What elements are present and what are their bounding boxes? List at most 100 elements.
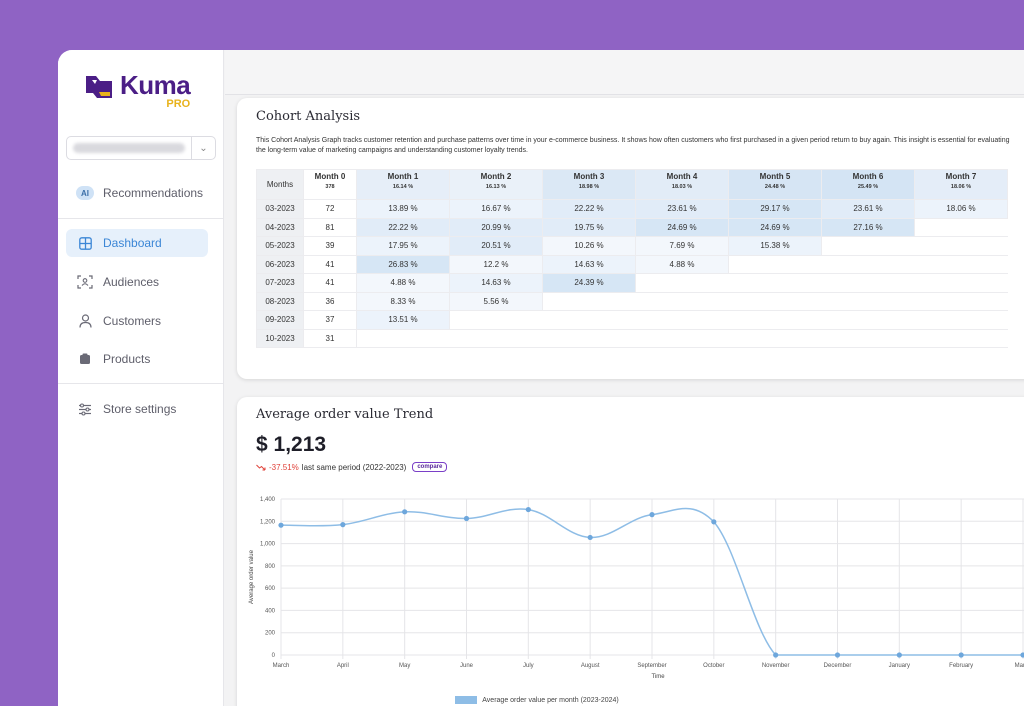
table-row: 03-2023 72 13.89 % 16.67 % 22.22 % 23.61 % 29.… bbox=[256, 199, 1008, 219]
sidebar-item-products[interactable]: Products bbox=[66, 345, 208, 373]
cohort-size-cell: 72 bbox=[303, 199, 357, 219]
cohort-size-cell: 31 bbox=[303, 328, 357, 348]
store-select[interactable]: ⌄ bbox=[66, 136, 216, 160]
cohort-retention-cell: 10.26 % bbox=[542, 236, 636, 256]
data-point bbox=[587, 534, 593, 541]
cohort-empty-cell bbox=[728, 328, 822, 348]
cohort-retention-cell: 24.69 % bbox=[635, 217, 729, 237]
data-point bbox=[463, 515, 470, 522]
data-point bbox=[711, 519, 717, 525]
cohort-header-label: Month 1 bbox=[387, 172, 419, 181]
cohort-header-label: Months bbox=[266, 180, 294, 189]
cohort-retention-cell: 26.83 % bbox=[356, 254, 450, 274]
y-tick-label: 1,000 bbox=[260, 542, 276, 548]
cohort-empty-cell bbox=[914, 273, 1008, 293]
cohort-empty-cell bbox=[728, 273, 822, 293]
cohort-empty-cell bbox=[542, 328, 636, 348]
brand-logo[interactable]: Kuma PRO bbox=[84, 72, 191, 110]
cohort-title: Cohort Analysis bbox=[256, 109, 361, 124]
cohort-header-average: 25.49 % bbox=[857, 184, 879, 190]
sidebar: Kuma PRO ⌄ AI Recommendations Dashboard … bbox=[58, 50, 224, 706]
data-point bbox=[773, 652, 779, 658]
sidebar-item-customers[interactable]: Customers bbox=[66, 307, 208, 335]
cohort-empty-cell bbox=[914, 236, 1008, 256]
cohort-retention-cell: 8.33 % bbox=[356, 291, 450, 311]
cohort-empty-cell bbox=[635, 291, 729, 311]
table-row: 04-2023 81 22.22 % 20.99 % 19.75 % 24.69 % 24.… bbox=[256, 217, 1008, 237]
y-tick-label: 600 bbox=[265, 586, 276, 592]
x-tick-label: May bbox=[399, 663, 410, 669]
cohort-month-cell: 05-2023 bbox=[256, 236, 304, 256]
chevron-down-icon[interactable]: ⌄ bbox=[191, 137, 215, 159]
aov-line-chart: 0 200 400 600 800 1,000 1,200 1,400 March April Ma… bbox=[249, 497, 1024, 680]
table-row: 06-2023 41 26.83 % 12.2 % 14.63 % 4.88 % bbox=[256, 254, 1008, 274]
sidebar-item-recommendations[interactable]: AI Recommendations bbox=[66, 179, 208, 207]
x-tick-label: September bbox=[637, 663, 666, 669]
cohort-empty-cell bbox=[914, 310, 1008, 330]
cohort-empty-cell bbox=[821, 254, 915, 274]
aov-value: $ 1,213 bbox=[256, 433, 327, 456]
cohort-empty-cell bbox=[542, 310, 636, 330]
cohort-empty-cell bbox=[821, 236, 915, 256]
x-axis-label: Time bbox=[651, 674, 665, 680]
ai-badge-icon: AI bbox=[76, 186, 94, 200]
cohort-month-cell: 10-2023 bbox=[256, 328, 304, 348]
cohort-header-cell: Month 5 24.48 % bbox=[728, 169, 822, 200]
x-tick-label: July bbox=[523, 663, 534, 669]
cohort-size-cell: 41 bbox=[303, 273, 357, 293]
cohort-empty-cell bbox=[635, 273, 729, 293]
cohort-retention-cell: 19.75 % bbox=[542, 217, 636, 237]
y-tick-label: 1,200 bbox=[260, 519, 276, 525]
cohort-table: Months Month 0 378 Month 1 16.14 % Month 2 16.… bbox=[256, 169, 1008, 348]
cohort-header-average: 16.13 % bbox=[485, 184, 507, 190]
cohort-retention-cell: 17.95 % bbox=[356, 236, 450, 256]
x-tick-label: November bbox=[762, 663, 790, 669]
cohort-retention-cell: 23.61 % bbox=[821, 199, 915, 219]
compare-button[interactable]: compare bbox=[412, 462, 448, 472]
sidebar-item-label: Dashboard bbox=[103, 236, 162, 250]
y-tick-label: 800 bbox=[265, 564, 276, 570]
aov-change-percent: -37.51% bbox=[269, 462, 299, 472]
cohort-size-cell: 81 bbox=[303, 217, 357, 237]
sidebar-item-label: Store settings bbox=[103, 402, 177, 416]
cohort-empty-cell bbox=[821, 273, 915, 293]
table-row: 09-2023 37 13.51 % bbox=[256, 310, 1008, 330]
cohort-retention-cell: 27.16 % bbox=[821, 217, 915, 237]
cohort-retention-cell: 22.22 % bbox=[542, 199, 636, 219]
cohort-empty-cell bbox=[635, 310, 729, 330]
cohort-header-label: Month 5 bbox=[759, 172, 791, 181]
cohort-empty-cell bbox=[542, 291, 636, 311]
cohort-month-cell: 03-2023 bbox=[256, 199, 304, 219]
cohort-header-average: 18.03 % bbox=[671, 184, 693, 190]
cohort-analysis-card: Cohort Analysis This Cohort Analysis Gra… bbox=[237, 98, 1024, 379]
cohort-header-average: 18.98 % bbox=[578, 184, 600, 190]
cohort-body: 03-2023 72 13.89 % 16.67 % 22.22 % 23.61 % 29.… bbox=[256, 199, 1008, 348]
y-axis-label: Average order value bbox=[249, 549, 255, 604]
data-point bbox=[896, 652, 902, 658]
y-tick-label: 200 bbox=[265, 631, 276, 637]
x-tick-label: August bbox=[581, 663, 600, 669]
aov-title: Average order value Trend bbox=[256, 407, 434, 422]
cohort-empty-cell bbox=[635, 328, 729, 348]
cohort-header-label: Month 7 bbox=[945, 172, 977, 181]
cohort-empty-cell bbox=[728, 291, 822, 311]
cohort-header-label: Month 6 bbox=[852, 172, 884, 181]
cohort-header-cell: Month 2 16.13 % bbox=[449, 169, 543, 200]
cohort-empty-cell bbox=[914, 291, 1008, 311]
sidebar-item-label: Customers bbox=[103, 314, 162, 328]
cohort-retention-cell: 14.63 % bbox=[542, 254, 636, 274]
cohort-retention-cell: 12.2 % bbox=[449, 254, 543, 274]
cohort-retention-cell: 5.56 % bbox=[449, 291, 543, 311]
cohort-empty-cell bbox=[821, 291, 915, 311]
table-row: 08-2023 36 8.33 % 5.56 % bbox=[256, 291, 1008, 311]
x-tick-label: January bbox=[889, 663, 910, 669]
cohort-retention-cell: 13.89 % bbox=[356, 199, 450, 219]
cohort-header-row: Months Month 0 378 Month 1 16.14 % Month 2 16.… bbox=[256, 169, 1008, 200]
sidebar-item-dashboard[interactable]: Dashboard bbox=[66, 229, 208, 257]
sidebar-item-store-settings[interactable]: Store settings bbox=[66, 395, 208, 423]
cohort-header-cell: Month 1 16.14 % bbox=[356, 169, 450, 200]
cohort-header-label: Month 0 bbox=[314, 172, 346, 181]
cohort-table-wrap: Months Month 0 378 Month 1 16.14 % Month 2 16.… bbox=[256, 169, 1008, 348]
table-row: 07-2023 41 4.88 % 14.63 % 24.39 % bbox=[256, 273, 1008, 293]
sidebar-item-audiences[interactable]: Audiences bbox=[66, 268, 208, 296]
